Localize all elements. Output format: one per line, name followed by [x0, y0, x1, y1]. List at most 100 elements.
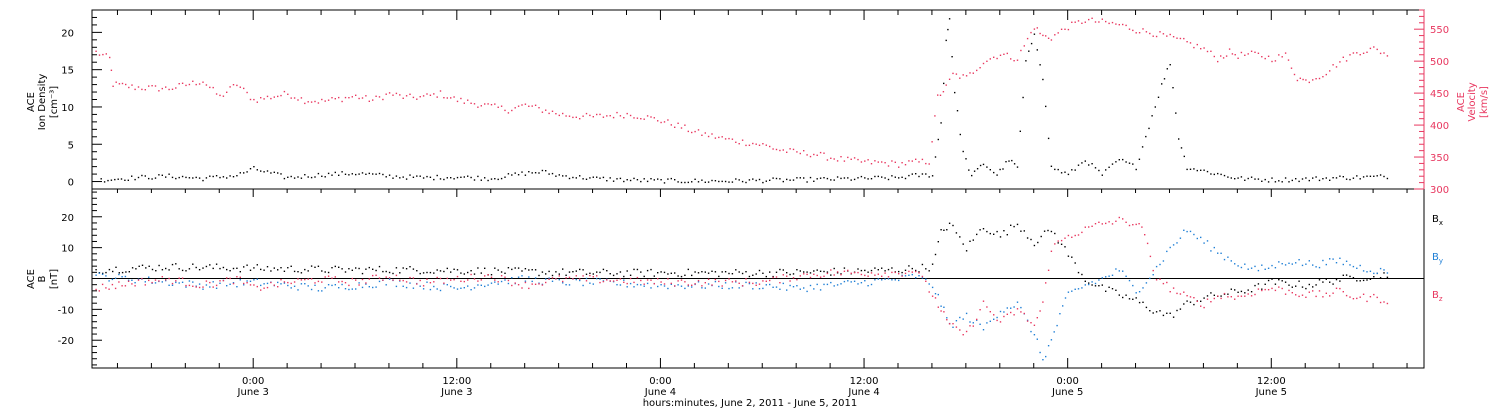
field-bx-series-point: [239, 271, 241, 273]
field-bx-series-point: [1122, 296, 1124, 299]
ion-density-series-point: [175, 177, 177, 180]
field-bx-series-point: [609, 273, 611, 275]
field-bx-series-point: [409, 266, 411, 268]
top-y2label-line-1: ACE: [1456, 92, 1467, 112]
field-bz-series-point: [1278, 286, 1280, 288]
field-bz-series-point: [657, 278, 659, 280]
velocity-series-point: [870, 163, 873, 165]
velocity-series-point: [125, 83, 127, 86]
field-bx-series-point: [915, 269, 917, 272]
velocity-series-point: [1020, 49, 1022, 52]
field-by-series-point: [121, 276, 123, 278]
field-bz-series-point: [721, 285, 723, 287]
velocity-series-point: [1135, 32, 1137, 34]
field-bz-series-point: [928, 291, 930, 293]
ion-density-series-point: [1234, 178, 1236, 180]
ion-density-series-point: [1312, 177, 1314, 179]
ion-density-series-point: [131, 175, 133, 177]
field-bx-series-point: [456, 269, 459, 271]
ion-density-series-point: [1135, 168, 1137, 171]
ion-density-series-point: [973, 170, 976, 172]
field-by-series-point: [531, 280, 533, 283]
ion-density-series-point: [915, 173, 917, 175]
velocity-series-point: [813, 153, 815, 156]
ion-density-series-point: [1329, 179, 1331, 181]
velocity-series-point: [1318, 77, 1321, 80]
field-bz-series-point: [1210, 301, 1212, 303]
field-by-series-point: [348, 288, 350, 291]
velocity-series-point: [1101, 18, 1103, 20]
ion-density-series-point: [1267, 181, 1270, 183]
ion-density-series-point: [684, 181, 686, 184]
velocity-series-point: [524, 103, 527, 105]
field-bz-series-point: [1111, 223, 1114, 225]
ion-density-series-point: [497, 178, 499, 181]
field-bx-series-point: [728, 272, 730, 275]
field-bz-series-point: [1039, 310, 1041, 312]
field-bz-series-point: [368, 278, 370, 280]
ion-density-series-point: [215, 175, 218, 177]
ion-density-series: [100, 18, 1389, 184]
velocity-series-point: [341, 100, 343, 103]
field-bx-series-point: [232, 267, 235, 270]
velocity-series-point: [209, 86, 211, 89]
field-bz-series-point: [959, 329, 961, 331]
field-by-series-point: [504, 279, 506, 281]
ion-density-series-point: [1220, 173, 1222, 176]
velocity-series-point: [249, 98, 252, 101]
ion-density-series-point: [399, 177, 401, 179]
field-by-series-point: [1223, 258, 1226, 261]
velocity-series-point: [1003, 53, 1005, 55]
field-bz-series-point: [646, 279, 649, 281]
field-bz-series-point: [663, 283, 666, 285]
field-bx-series-point: [365, 268, 367, 270]
field-bz-series-point: [327, 275, 330, 277]
field-bx-series-point: [724, 271, 727, 273]
ion-density-series-point: [487, 179, 489, 182]
field-bz-series-point: [1135, 223, 1137, 226]
field-bz-series-point: [283, 281, 286, 283]
field-bx-series-point: [830, 274, 832, 276]
field-by-series-point: [792, 286, 795, 288]
ion-density-series-point: [643, 178, 645, 180]
field-bx-series-point: [1213, 294, 1215, 296]
velocity-series-point: [762, 143, 764, 145]
top-ylabel-line-1: ACE: [26, 92, 37, 112]
velocity-series-point: [928, 163, 930, 165]
field-bz-series-point: [467, 279, 469, 281]
velocity-series-point: [931, 141, 933, 143]
field-bz-series-point: [867, 275, 869, 277]
ion-density-series-point: [110, 179, 113, 181]
field-by-series-point: [1045, 355, 1047, 358]
field-by-series-point: [226, 285, 228, 287]
field-by-series-point: [467, 285, 469, 287]
field-by-series-point: [1227, 256, 1229, 258]
velocity-series-point: [327, 99, 330, 101]
velocity-series-point: [1220, 55, 1222, 57]
field-bx-series-point: [646, 269, 649, 272]
velocity-series-point: [752, 142, 754, 145]
velocity-series-point: [891, 160, 893, 162]
field-by-series-point: [412, 287, 415, 289]
field-bx-series-point: [477, 267, 479, 269]
field-bz-series-point: [341, 280, 343, 283]
field-bz-series-point: [1332, 292, 1334, 294]
field-bz-series-point: [1060, 239, 1063, 242]
velocity-series-point: [748, 144, 751, 146]
ion-density-series-point: [185, 176, 187, 179]
field-bz-series-point: [256, 285, 258, 288]
velocity-series-point: [1359, 54, 1361, 56]
field-by-series-point: [192, 281, 194, 283]
field-bx-series-point: [931, 263, 934, 265]
ion-density-series-point: [1074, 169, 1076, 171]
velocity-series-point: [507, 112, 510, 114]
ion-density-series-point: [358, 173, 360, 175]
ion-density-series-point: [579, 175, 581, 177]
field-by-series-point: [517, 276, 520, 278]
ion-density-series-point: [351, 173, 353, 175]
field-bz-series-point: [351, 277, 353, 280]
ion-density-series-point: [507, 173, 510, 175]
field-by-series-point: [965, 312, 968, 315]
field-by-series-point: [439, 289, 442, 292]
